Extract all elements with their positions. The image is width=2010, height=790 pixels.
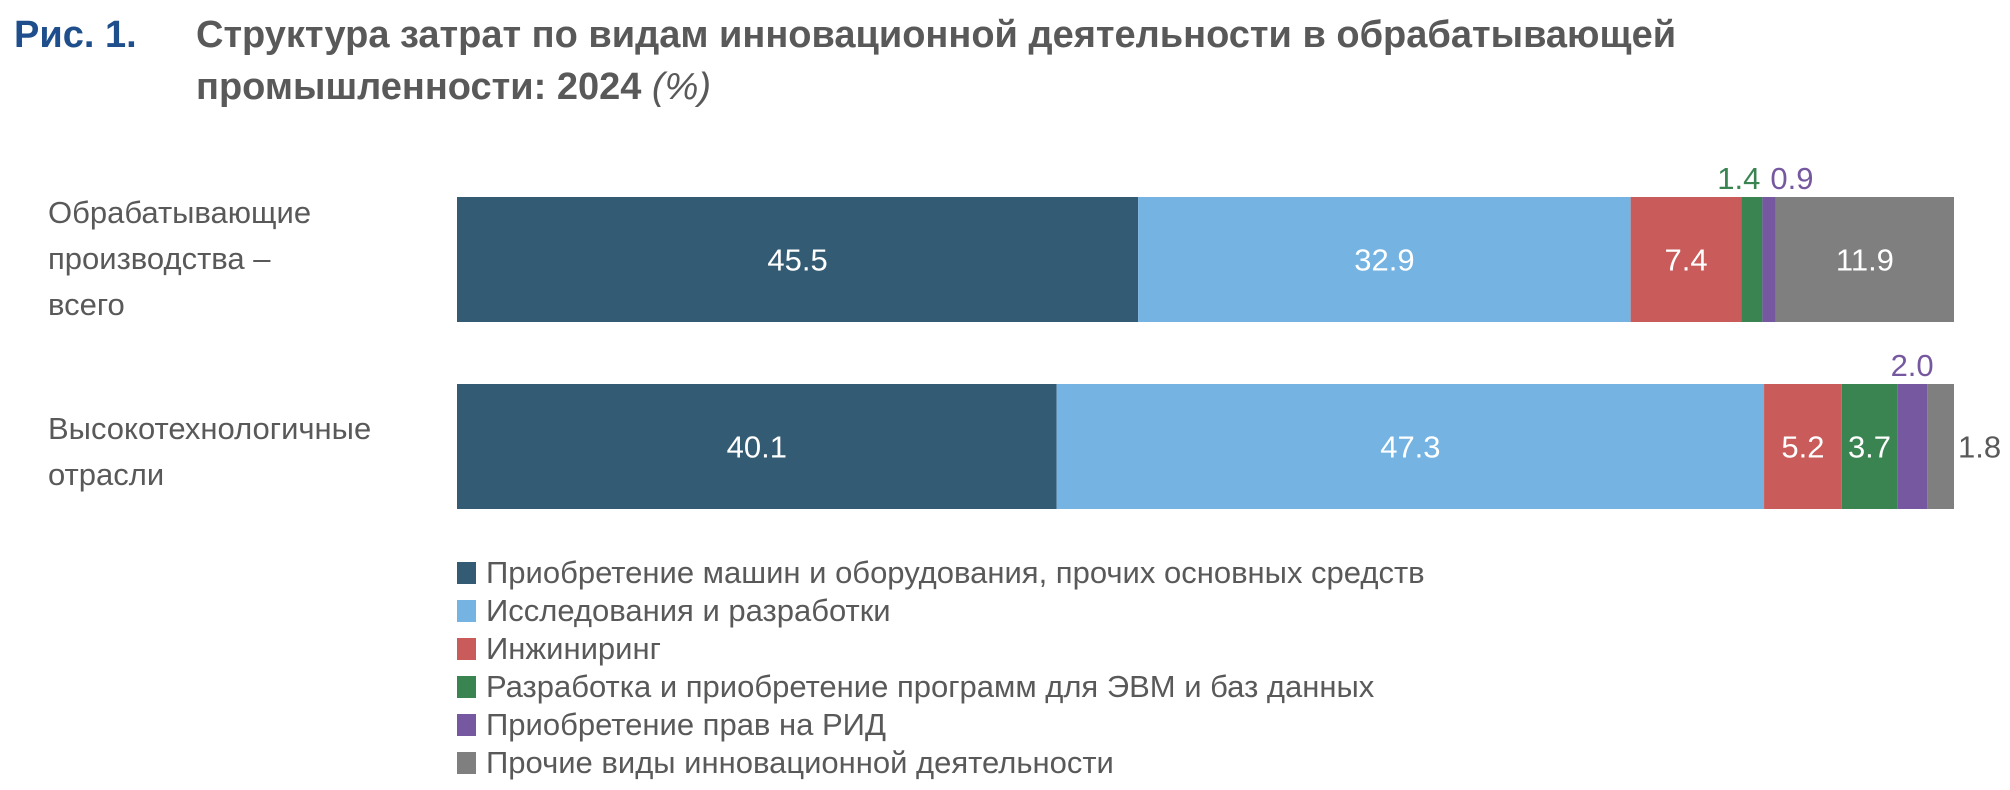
category-label-line: Обрабатывающие bbox=[48, 195, 312, 230]
chart-title-unit: (%) bbox=[651, 66, 712, 108]
data-label: 1.8 bbox=[1958, 430, 2001, 465]
legend-item: Исследования и разработки bbox=[457, 592, 891, 630]
category-label-line: Высокотехнологичные bbox=[48, 411, 372, 446]
legend-swatch bbox=[457, 562, 476, 584]
data-label: 45.5 bbox=[767, 243, 827, 278]
data-label: 3.7 bbox=[1848, 430, 1891, 465]
category-label-manufacturing: Обрабатывающие производства – всего bbox=[48, 190, 311, 328]
legend-label: Приобретение прав на РИД bbox=[486, 707, 886, 742]
data-label: 7.4 bbox=[1664, 243, 1707, 278]
bar-segment bbox=[1741, 197, 1763, 322]
legend-label: Прочие виды инновационной деятельности bbox=[486, 745, 1114, 780]
legend-label: Приобретение машин и оборудования, прочи… bbox=[486, 555, 1425, 590]
legend-item: Приобретение машин и оборудования, прочи… bbox=[457, 554, 1425, 592]
legend-item: Разработка и приобретение программ для Э… bbox=[457, 668, 1374, 706]
bar-segment bbox=[1775, 197, 1954, 322]
bar-segment bbox=[457, 197, 1139, 322]
bar-segment bbox=[1927, 384, 1954, 509]
bar-segment bbox=[457, 384, 1057, 509]
legend-swatch bbox=[457, 752, 476, 774]
bar-segment bbox=[1630, 197, 1742, 322]
legend-swatch bbox=[457, 676, 476, 698]
bar-segment bbox=[1762, 197, 1776, 322]
bar-segment bbox=[1841, 384, 1898, 509]
legend-label: Инжиниринг bbox=[486, 631, 661, 666]
legend-item: Приобретение прав на РИД bbox=[457, 706, 886, 744]
legend-item: Прочие виды инновационной деятельности bbox=[457, 744, 1114, 782]
chart-title-year: промышленности: 2024 bbox=[196, 66, 642, 108]
legend-label: Разработка и приобретение программ для Э… bbox=[486, 669, 1375, 704]
category-label-line: производства – bbox=[48, 241, 271, 276]
data-label: 47.3 bbox=[1380, 430, 1440, 465]
legend-item: Инжиниринг bbox=[457, 630, 661, 668]
category-label-hightech: Высокотехнологичные отрасли bbox=[48, 406, 371, 498]
bar-segment bbox=[1056, 384, 1765, 509]
data-label: 2.0 bbox=[1891, 348, 1934, 383]
legend-label: Исследования и разработки bbox=[486, 593, 891, 628]
category-label-line: отрасли bbox=[48, 457, 165, 492]
chart-title-line2: промышленности: 2024 (%) bbox=[196, 66, 711, 109]
bar-segment bbox=[1764, 384, 1842, 509]
legend-swatch bbox=[457, 600, 476, 622]
figure-label: Рис. 1. bbox=[14, 14, 137, 56]
data-label: 40.1 bbox=[727, 430, 787, 465]
legend-swatch bbox=[457, 714, 476, 736]
legend-swatch bbox=[457, 638, 476, 660]
bar-segment bbox=[1138, 197, 1631, 322]
data-label: 32.9 bbox=[1354, 243, 1414, 278]
data-label: 0.9 bbox=[1770, 161, 1813, 196]
chart-title-line1: Структура затрат по видам инновационной … bbox=[196, 14, 1677, 56]
data-label: 5.2 bbox=[1781, 430, 1824, 465]
bar-segment bbox=[1897, 384, 1928, 509]
data-label: 11.9 bbox=[1836, 243, 1894, 278]
data-label: 1.4 bbox=[1717, 161, 1760, 196]
category-label-line: всего bbox=[48, 287, 125, 322]
